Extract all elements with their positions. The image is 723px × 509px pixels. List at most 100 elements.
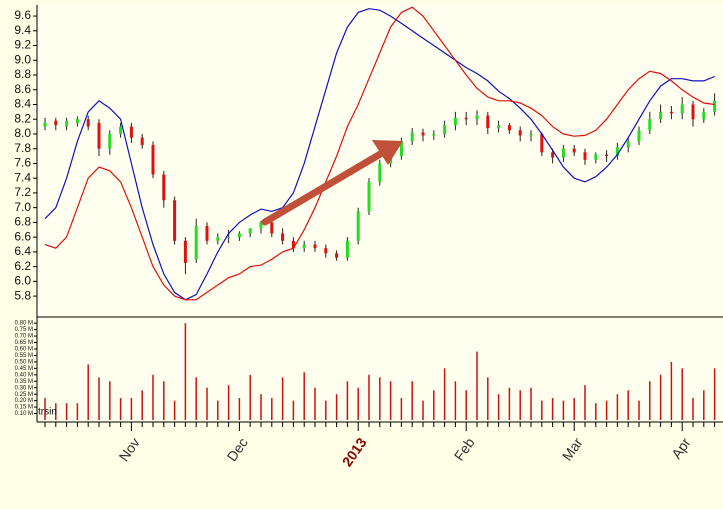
body xyxy=(194,226,198,260)
body xyxy=(637,130,641,142)
body xyxy=(97,122,101,149)
body xyxy=(626,141,630,148)
body xyxy=(302,244,306,249)
body xyxy=(529,133,533,136)
y-tick-label: 8.0 xyxy=(14,126,31,140)
body xyxy=(108,133,112,149)
y-tick-label: 6.2 xyxy=(14,259,31,273)
body xyxy=(572,148,576,153)
body xyxy=(399,141,403,157)
body xyxy=(43,122,47,127)
body xyxy=(270,222,274,234)
y-tick-label: 7.4 xyxy=(14,170,31,184)
body xyxy=(605,154,609,157)
y-tick-label: 9.6 xyxy=(14,8,31,22)
y-tick-label: 6.8 xyxy=(14,215,31,229)
body xyxy=(54,120,58,126)
y-tick-label: 6.4 xyxy=(14,244,31,258)
body xyxy=(129,126,133,138)
body xyxy=(594,154,598,160)
body xyxy=(432,133,436,136)
body xyxy=(227,237,231,239)
body xyxy=(702,111,706,120)
body xyxy=(464,117,468,120)
watermark: trsin xyxy=(38,407,57,418)
body xyxy=(507,125,511,131)
body xyxy=(518,130,522,136)
moving-average xyxy=(44,6,715,301)
y-tick-label: 8.2 xyxy=(14,111,31,125)
y-tick-label: 7.6 xyxy=(14,156,31,170)
body xyxy=(443,125,447,134)
body xyxy=(356,211,360,241)
body xyxy=(648,119,652,131)
body xyxy=(75,119,79,123)
body xyxy=(162,174,166,201)
body xyxy=(659,111,663,120)
body xyxy=(140,137,144,146)
volume-tick-label: 0.60 M xyxy=(15,347,33,353)
body xyxy=(497,125,501,129)
body xyxy=(291,240,295,249)
volume-tick-label: 0.10 M xyxy=(15,411,33,417)
body xyxy=(453,117,457,126)
body xyxy=(173,200,177,241)
body xyxy=(540,133,544,153)
body xyxy=(367,181,371,212)
body xyxy=(183,240,187,263)
y-tick-label: 6.6 xyxy=(14,229,31,243)
body xyxy=(281,233,285,241)
body xyxy=(237,233,241,238)
y-tick-label: 7.8 xyxy=(14,141,31,155)
body xyxy=(561,148,565,158)
volume-tick-label: 0.50 M xyxy=(15,359,33,365)
y-tick-label: 7.0 xyxy=(14,200,31,214)
volume-tick-label: 0.40 M xyxy=(15,372,33,378)
body xyxy=(378,163,382,182)
body xyxy=(205,226,209,241)
body xyxy=(669,111,673,114)
body xyxy=(680,104,684,114)
body xyxy=(551,152,555,158)
volume-tick-label: 0.45 M xyxy=(15,366,33,372)
body xyxy=(119,126,123,134)
arrow-shaft xyxy=(261,149,386,226)
y-tick-label: 9.0 xyxy=(14,52,31,66)
volume-tick-label: 0.55 M xyxy=(15,353,33,359)
body xyxy=(410,132,414,142)
body xyxy=(216,237,220,241)
volume-tick-label: 0.25 M xyxy=(15,392,33,398)
body xyxy=(486,115,490,129)
y-tick-label: 7.2 xyxy=(14,185,31,199)
volume-tick-label: 0.75 M xyxy=(15,327,33,333)
volume-tick-label: 0.15 M xyxy=(15,405,33,411)
body xyxy=(65,120,69,127)
body xyxy=(583,152,587,160)
body xyxy=(615,147,619,157)
volume-tick-label: 0.30 M xyxy=(15,385,33,391)
body xyxy=(345,240,349,258)
body xyxy=(259,222,263,229)
body xyxy=(421,132,425,136)
body xyxy=(313,244,317,249)
y-tick-label: 5.8 xyxy=(14,288,31,302)
arrow-head xyxy=(372,140,403,165)
y-tick-label: 8.8 xyxy=(14,67,31,81)
y-tick-label: 6.0 xyxy=(14,274,31,288)
body xyxy=(151,145,155,175)
volume-tick-label: 0.80 M xyxy=(15,321,33,327)
y-tick-label: 9.4 xyxy=(14,23,31,37)
volume-tick-label: 0.65 M xyxy=(15,340,33,346)
body xyxy=(324,248,328,254)
trend-arrow xyxy=(261,140,403,226)
body xyxy=(248,228,252,234)
body xyxy=(691,104,695,120)
volume-tick-label: 0.20 M xyxy=(15,398,33,404)
y-tick-label: 8.4 xyxy=(14,97,31,111)
y-tick-label: 9.2 xyxy=(14,38,31,52)
body xyxy=(335,253,339,258)
moving-average xyxy=(44,8,715,301)
volume-tick-label: 0.35 M xyxy=(15,379,33,385)
